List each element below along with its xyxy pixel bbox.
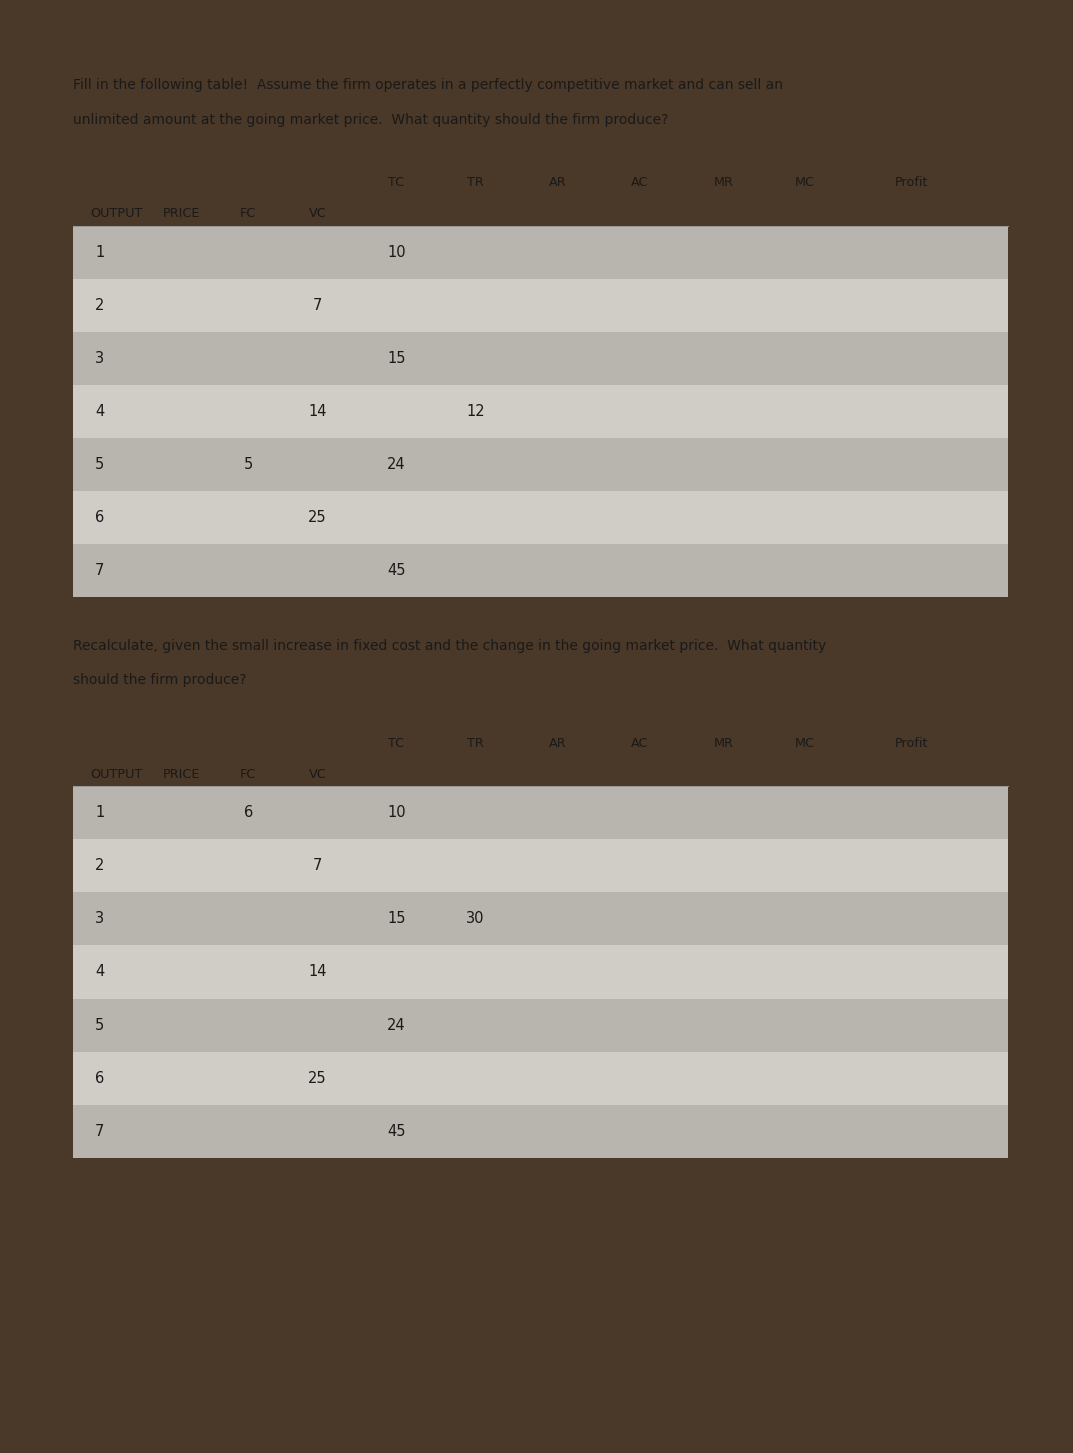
Text: 10: 10 [387,805,406,821]
Text: Profit: Profit [895,176,928,189]
Bar [73,840,1009,892]
Text: 6: 6 [95,1071,104,1085]
Text: 7: 7 [312,859,322,873]
Bar [73,1104,1009,1158]
Text: 7: 7 [95,562,104,578]
Text: FC: FC [240,208,256,221]
Text: 2: 2 [95,859,104,873]
Text: 1: 1 [95,805,104,821]
Text: 25: 25 [308,510,326,525]
Text: 4: 4 [95,404,104,418]
Text: 5: 5 [95,1017,104,1033]
Bar [73,543,1009,597]
Text: Fill in the following table!  Assume the firm operates in a perfectly competitiv: Fill in the following table! Assume the … [73,78,782,92]
Text: 25: 25 [308,1071,326,1085]
Text: 7: 7 [312,298,322,312]
Text: 1: 1 [95,244,104,260]
Text: AR: AR [549,737,567,750]
Text: 24: 24 [387,456,406,472]
Text: TR: TR [467,737,484,750]
Text: 45: 45 [387,1123,406,1139]
Text: 15: 15 [387,350,406,366]
Text: OUTPUT: OUTPUT [90,767,143,780]
Text: MR: MR [715,176,734,189]
Text: PRICE: PRICE [162,767,200,780]
Text: 24: 24 [387,1017,406,1033]
Bar [73,279,1009,331]
Bar [73,491,1009,543]
Bar [73,1052,1009,1104]
Text: 5: 5 [95,456,104,472]
Text: 45: 45 [387,562,406,578]
Text: 3: 3 [95,350,104,366]
Text: 30: 30 [466,911,485,927]
Text: Profit: Profit [895,737,928,750]
Text: VC: VC [308,767,326,780]
Text: should the firm produce?: should the firm produce? [73,674,246,687]
Text: 14: 14 [308,965,326,979]
Text: 12: 12 [466,404,485,418]
Text: 10: 10 [387,244,406,260]
Text: TC: TC [388,176,405,189]
Text: AR: AR [549,176,567,189]
Text: TR: TR [467,176,484,189]
Text: MC: MC [795,176,815,189]
Bar [73,225,1009,279]
Text: 7: 7 [95,1123,104,1139]
Text: 3: 3 [95,911,104,927]
Text: 6: 6 [244,805,253,821]
Text: Recalculate, given the small increase in fixed cost and the change in the going : Recalculate, given the small increase in… [73,639,826,652]
Bar [73,385,1009,437]
Text: 6: 6 [95,510,104,525]
Text: VC: VC [308,208,326,221]
Text: 4: 4 [95,965,104,979]
Bar [73,437,1009,491]
Text: TC: TC [388,737,405,750]
Text: unlimited amount at the going market price.  What quantity should the firm produ: unlimited amount at the going market pri… [73,113,667,126]
Text: 15: 15 [387,911,406,927]
Bar [73,331,1009,385]
Text: AC: AC [631,176,648,189]
Text: PRICE: PRICE [162,208,200,221]
Bar [73,786,1009,840]
Bar [73,998,1009,1052]
Text: 14: 14 [308,404,326,418]
Text: MR: MR [715,737,734,750]
Text: OUTPUT: OUTPUT [90,208,143,221]
Text: FC: FC [240,767,256,780]
Text: MC: MC [795,737,815,750]
Text: 5: 5 [244,456,253,472]
Bar [73,946,1009,998]
Bar [73,892,1009,946]
Text: 2: 2 [95,298,104,312]
Text: AC: AC [631,737,648,750]
